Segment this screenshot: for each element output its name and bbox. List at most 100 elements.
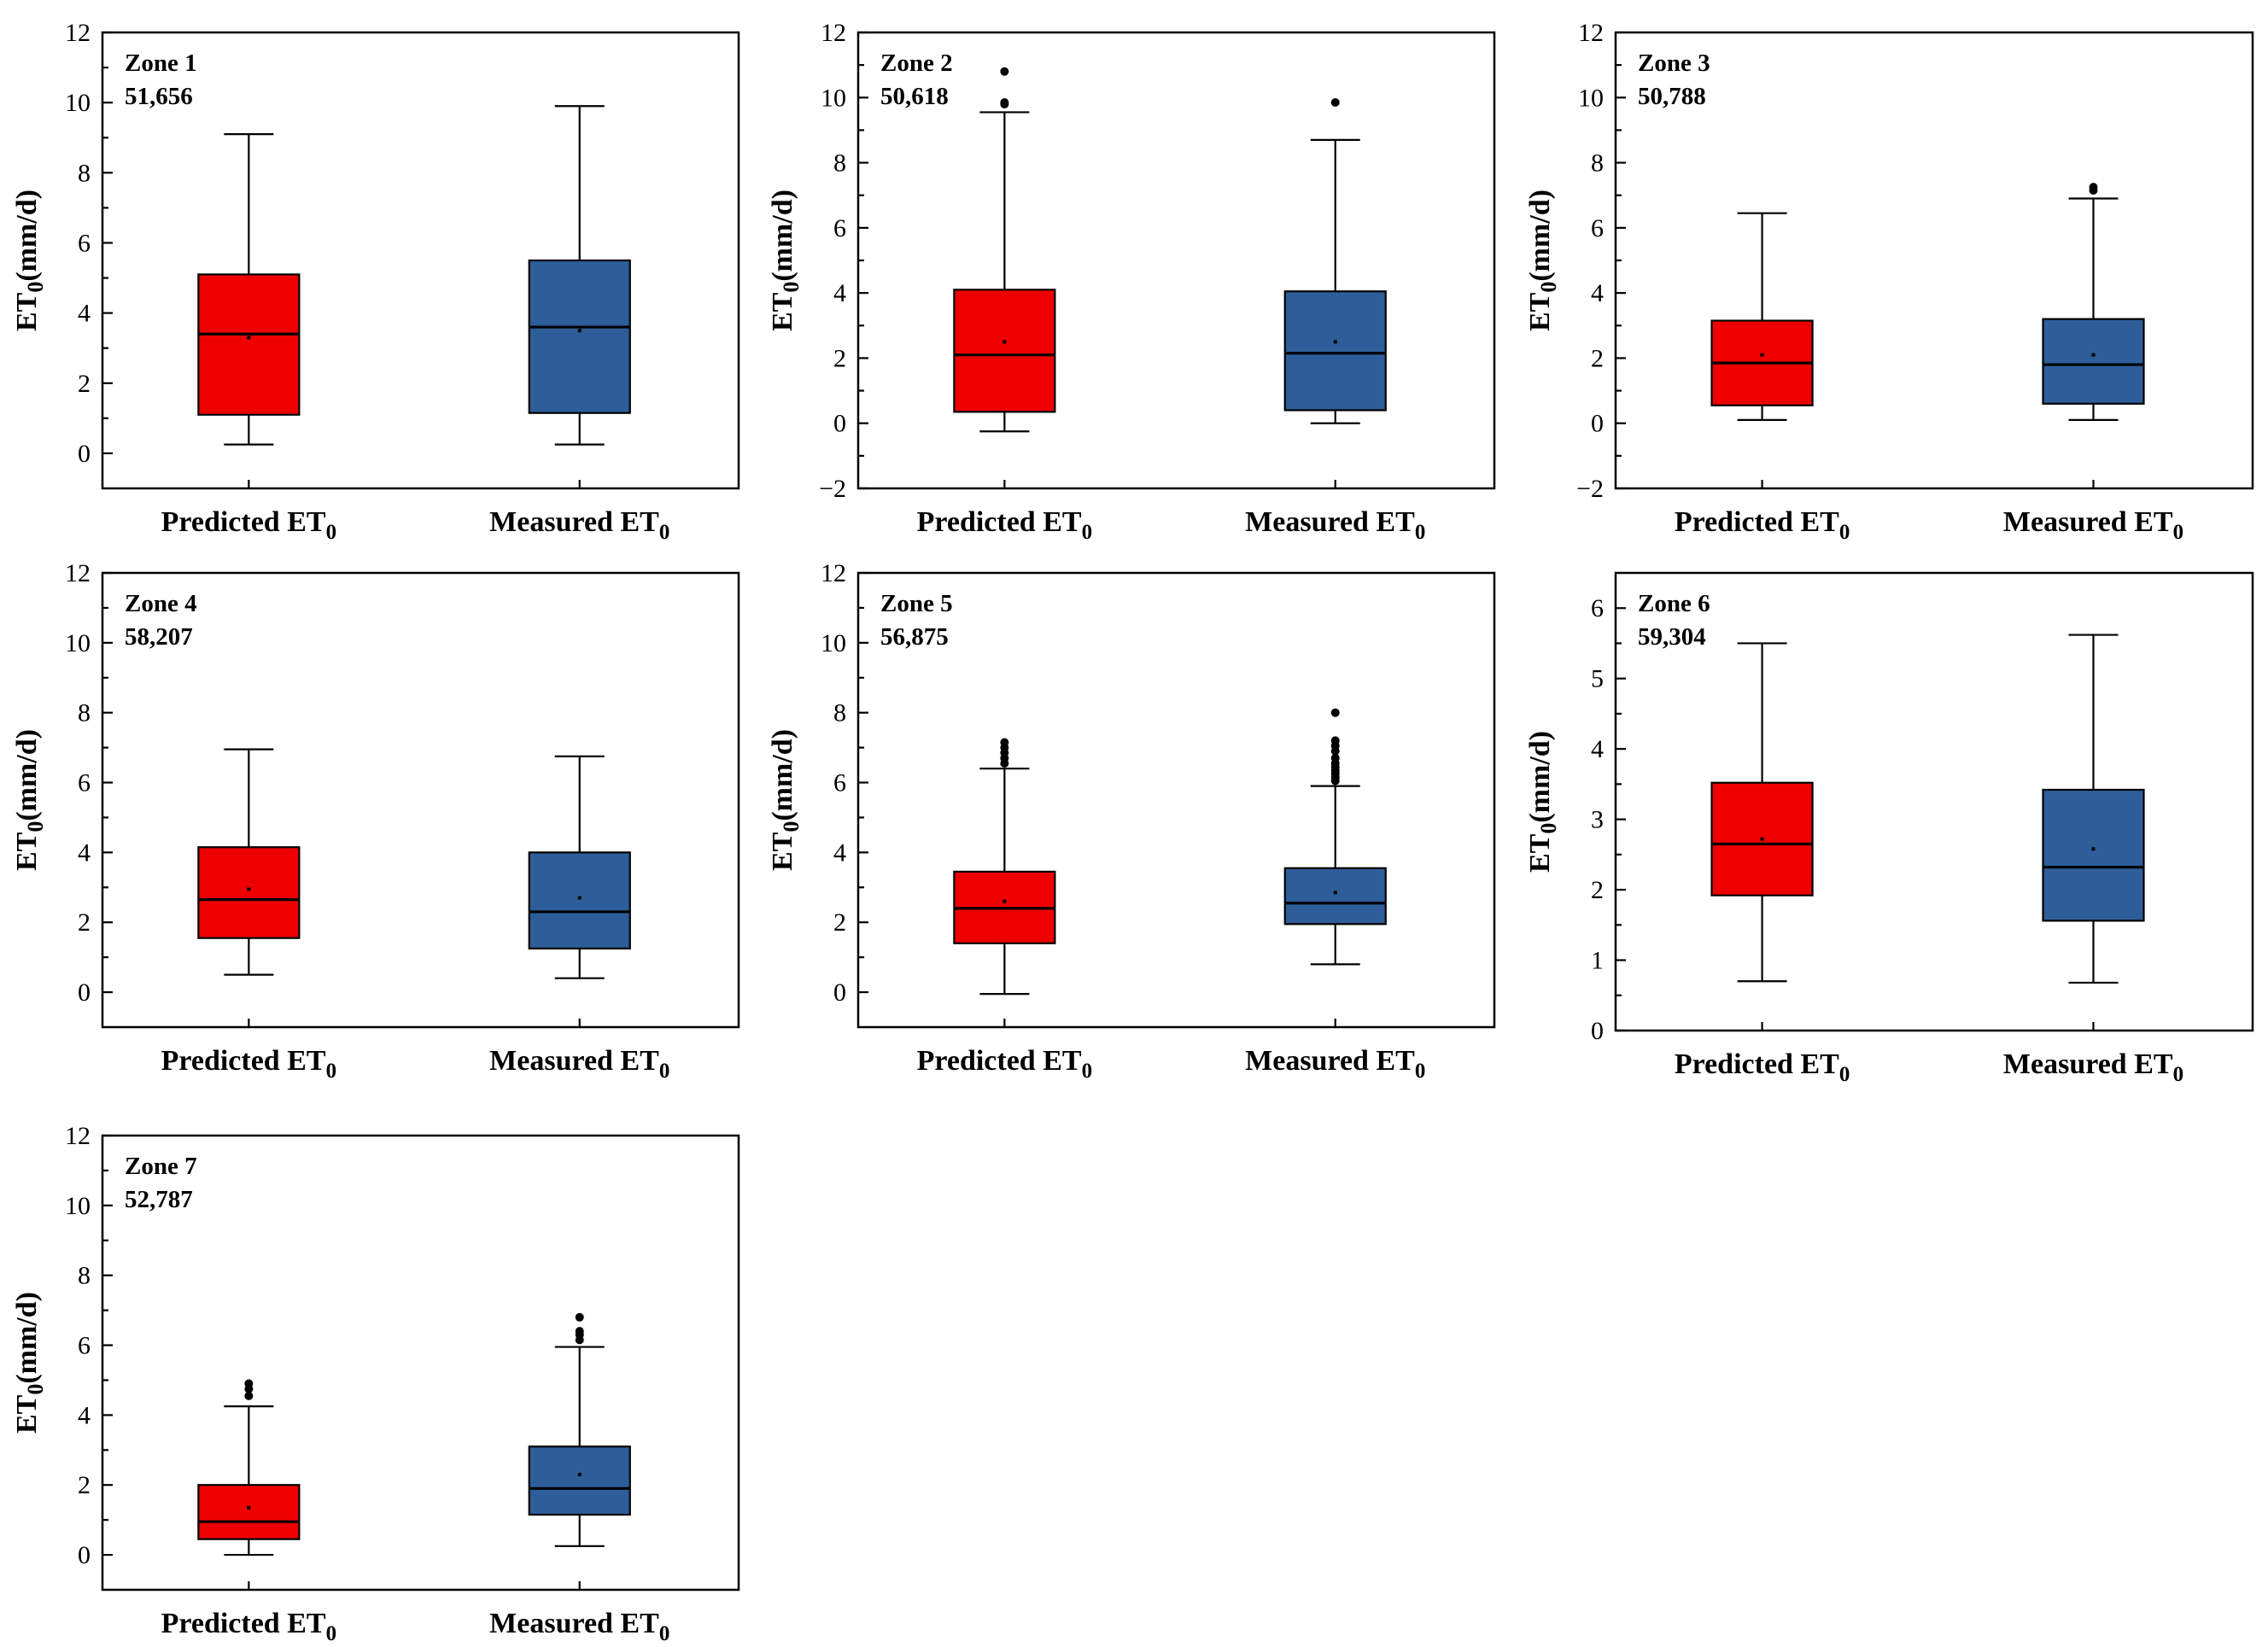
y-tick-label: 2 <box>78 370 91 398</box>
y-tick-label: −2 <box>1576 475 1604 503</box>
iqr-box <box>528 851 631 950</box>
zone-label: Zone 1 <box>125 50 197 77</box>
y-tick-label: 8 <box>833 699 846 727</box>
sample-count-label: 50,618 <box>880 83 949 110</box>
y-axis-label: ET0(mm/d) <box>1524 731 1561 873</box>
y-tick-label: −2 <box>819 475 846 503</box>
y-tick-label: 6 <box>78 1332 91 1360</box>
y-tick-label: 10 <box>65 1192 91 1220</box>
box-predicted <box>197 748 301 976</box>
sample-count-label: 56,875 <box>880 623 949 651</box>
y-tick-label: 12 <box>821 559 846 587</box>
y-tick-label: 0 <box>78 440 91 468</box>
outlier-point <box>244 1379 254 1388</box>
y-tick-label: 6 <box>78 769 91 797</box>
mean-marker <box>1002 340 1007 344</box>
panel-zone-6: 0 1 2 3 4 5 6 ET0(mm/d) Zone 6 59,304 Predicted ET… <box>1524 571 2254 1086</box>
panel-zone-4: 0 2 4 6 8 10 12 ET0(mm/d) Zone 4 58,207 Predicted … <box>11 559 740 1083</box>
y-tick-label: 4 <box>78 838 91 867</box>
y-tick-label: 8 <box>833 149 846 178</box>
y-tick-label: 12 <box>65 1122 91 1150</box>
y-tick-label: 12 <box>821 19 846 47</box>
y-tick-label: 0 <box>833 410 846 438</box>
y-tick-label: 0 <box>1591 410 1604 438</box>
iqr-box <box>1283 290 1387 412</box>
iqr-box <box>2042 318 2145 405</box>
category-label: Measured ET0 <box>1245 1045 1425 1083</box>
y-tick-label: 12 <box>65 559 91 587</box>
iqr-box <box>2042 788 2145 922</box>
y-tick-label: 2 <box>1591 876 1604 904</box>
outlier-point <box>1330 98 1340 108</box>
panel-zone-2: −2 0 2 4 6 8 10 12 ET0(mm/d) Zone 2 50,618 Predicte… <box>767 19 1496 544</box>
y-tick-label: 6 <box>833 769 846 797</box>
outlier-point <box>1330 753 1340 762</box>
mean-marker <box>1002 899 1007 903</box>
outlier-point <box>1000 738 1009 747</box>
category-label: Predicted ET0 <box>161 506 336 544</box>
sample-count-label: 58,207 <box>125 623 193 651</box>
y-tick-label: 12 <box>1578 19 1604 47</box>
box-predicted <box>1710 212 1814 421</box>
y-tick-label: 6 <box>1591 594 1604 622</box>
category-label: Measured ET0 <box>489 1608 669 1645</box>
plot-frame <box>856 31 1496 490</box>
mean-marker <box>577 896 582 900</box>
sample-count-label: 59,304 <box>1638 623 1706 651</box>
category-label: Predicted ET0 <box>161 1045 336 1083</box>
y-tick-label: 2 <box>1591 344 1604 372</box>
iqr-box <box>197 846 301 939</box>
panel-zone-1: 0 2 4 6 8 10 12 ET0(mm/d) Zone 1 51,656 Predicted … <box>11 19 740 544</box>
y-tick-label: 4 <box>1591 735 1604 763</box>
iqr-box <box>1283 867 1387 926</box>
y-tick-label: 2 <box>78 908 91 937</box>
y-tick-label: 8 <box>78 1262 91 1290</box>
plot-frame <box>101 1134 740 1592</box>
mean-marker <box>2091 847 2096 851</box>
box-predicted <box>953 738 1056 996</box>
y-tick-label: 0 <box>78 978 91 1007</box>
y-axis-label: ET0(mm/d) <box>11 729 48 871</box>
iqr-box <box>528 259 631 414</box>
y-tick-label: 6 <box>78 229 91 257</box>
y-tick-label: 10 <box>821 84 846 112</box>
category-label: Measured ET0 <box>1245 506 1425 544</box>
category-label: Measured ET0 <box>2003 506 2183 544</box>
mean-marker <box>1333 891 1337 895</box>
y-tick-label: 1 <box>1591 947 1604 975</box>
mean-marker <box>247 887 251 891</box>
plot-frame <box>1614 31 2254 490</box>
box-predicted <box>197 133 301 446</box>
y-tick-label: 5 <box>1591 665 1604 693</box>
box-predicted <box>953 67 1056 433</box>
plot-frame <box>101 31 740 490</box>
y-axis-label: ET0(mm/d) <box>1524 190 1561 331</box>
category-label: Predicted ET0 <box>917 1045 1092 1083</box>
y-tick-label: 10 <box>65 89 91 117</box>
iqr-box <box>528 1446 631 1516</box>
y-tick-label: 0 <box>78 1541 91 1569</box>
box-measured <box>1283 708 1387 966</box>
iqr-box <box>953 289 1056 413</box>
category-label: Predicted ET0 <box>1675 1048 1850 1086</box>
zone-label: Zone 3 <box>1638 50 1710 77</box>
mean-marker <box>1333 340 1337 344</box>
box-measured <box>528 1312 631 1547</box>
category-label: Measured ET0 <box>489 1045 669 1083</box>
sample-count-label: 50,788 <box>1638 83 1706 110</box>
y-tick-label: 10 <box>65 629 91 657</box>
mean-marker <box>247 336 251 340</box>
box-measured <box>1283 98 1387 424</box>
sample-count-label: 51,656 <box>125 83 193 110</box>
outlier-point <box>575 1312 584 1322</box>
panel-zone-7: 0 2 4 6 8 10 12 ET0(mm/d) Zone 7 52,787 Predicted … <box>11 1122 740 1645</box>
y-tick-label: 4 <box>1591 279 1604 307</box>
outlier-point <box>1000 98 1009 108</box>
category-label: Predicted ET0 <box>1675 506 1850 544</box>
y-tick-label: 12 <box>65 19 91 47</box>
y-tick-label: 0 <box>833 978 846 1007</box>
mean-marker <box>1760 353 1764 357</box>
y-axis-label: ET0(mm/d) <box>11 1292 48 1434</box>
y-tick-label: 6 <box>1591 214 1604 242</box>
y-tick-label: 2 <box>833 344 846 372</box>
